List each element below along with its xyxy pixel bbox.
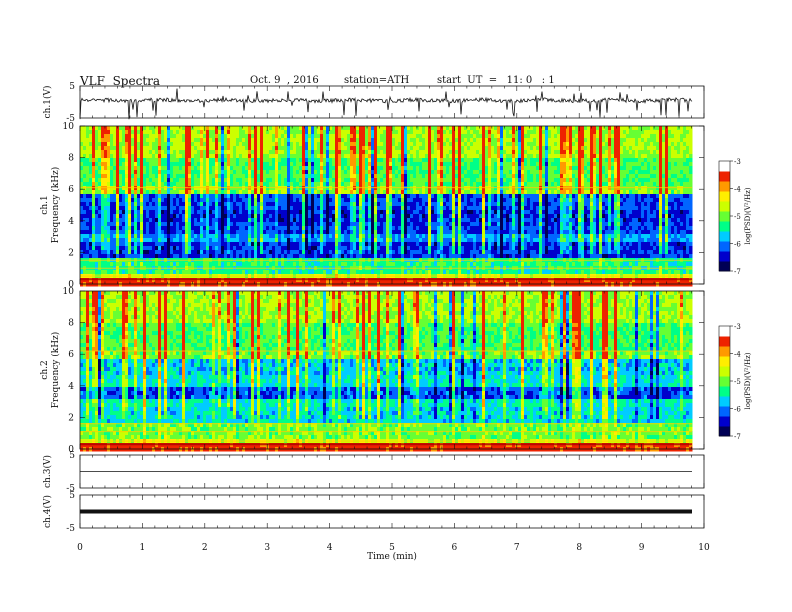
ch1-ylabel: ch.1(V) [42,86,53,119]
spec2-ytick: 2 [68,413,74,423]
spec2-colorbar-segment [719,386,730,397]
spec1-colorbar-segment [719,231,730,242]
spec2-colorbar-segment [719,396,730,407]
spec1-colorbar-segment [719,211,730,222]
spec2-colorbar-tick: -5 [734,378,741,386]
spectrogram-layer [80,126,693,452]
spec2-colorbar-segment [719,366,730,377]
ch4-ylabel: ch.4(V) [42,495,53,528]
ch4-ytick-bottom: -5 [66,524,75,534]
spec2-colorbar-segment [719,326,730,337]
spec2-colorbar-segment [719,376,730,387]
spec2-colorbar-tick: -4 [734,351,741,359]
spec1-colorbar-segment [719,201,730,212]
x-tick-label: 10 [698,543,710,553]
x-tick-label: 8 [576,543,582,553]
spec1-colorbar-tick: -5 [734,213,741,221]
spec2-channel-label: ch.2 [40,360,50,379]
spec1-colorbar-tick: -7 [734,268,741,276]
spec1-ytick: 2 [68,248,74,258]
x-tick-label: 6 [452,543,458,553]
spec2-colorbar-tick: -3 [734,323,741,331]
ch4-ytick-top: 5 [69,491,75,501]
spec1-ytick: 4 [68,217,74,227]
spec1-colorbar-tick: -4 [734,186,741,194]
spec2-ytick: 4 [68,382,74,392]
spec2-colorbar-segment [719,346,730,357]
spec1-colorbar-segment [719,261,730,272]
x-tick-label: 1 [140,543,146,553]
spec2-ylabel: Frequency (kHz) [50,332,61,409]
spec1-ytick: 10 [63,122,75,132]
spec1-ytick: 8 [68,154,74,164]
spectrogram-ch1 [80,126,693,287]
spec2-ytick: 8 [68,319,74,329]
spec1-colorbar-segment [719,221,730,232]
spec1-colorbar-segment [719,171,730,182]
spec2-colorbar-segment [719,336,730,347]
x-axis-title: Time (min) [367,551,417,562]
spec2-colorbar-segment [719,426,730,437]
spec1-colorbar-label: log(PSD)(V²/Hz) [744,187,752,244]
x-tick-label: 9 [639,543,645,553]
spectrogram-ch2 [80,291,693,452]
spec1-ylabel: Frequency (kHz) [50,167,61,244]
spec1-colorbar-tick: -3 [734,158,741,166]
spec1-colorbar-tick: -6 [734,241,741,249]
spec2-colorbar-tick: -7 [734,433,741,441]
spec2-ytick: 6 [68,350,74,360]
spec1-colorbar-segment [719,191,730,202]
x-tick-label: 4 [327,543,333,553]
spec2-colorbar-segment [719,406,730,417]
spec1-ytick: 6 [68,185,74,195]
spec1-channel-label: ch.1 [40,195,50,214]
spec1-colorbar-segment [719,181,730,192]
spec2-colorbar-segment [719,356,730,367]
x-tick-label: 3 [264,543,270,553]
spec2-ytick: 0 [68,445,74,455]
spec2-colorbar-segment [719,416,730,427]
x-tick-label: 2 [202,543,208,553]
spec2-ytick: 10 [63,287,75,297]
spec1-colorbar-segment [719,251,730,262]
spec1-colorbar-segment [719,241,730,252]
ch3-ylabel: ch.3(V) [42,455,53,488]
spec2-colorbar-label: log(PSD)(V²/Hz) [744,352,752,409]
x-tick-label: 0 [77,543,83,553]
spec1-colorbar-segment [719,161,730,172]
ch1-waveform [80,89,692,120]
spec2-colorbar-tick: -6 [734,406,741,414]
ch1-ytick-top: 5 [69,82,75,92]
x-tick-label: 7 [514,543,520,553]
